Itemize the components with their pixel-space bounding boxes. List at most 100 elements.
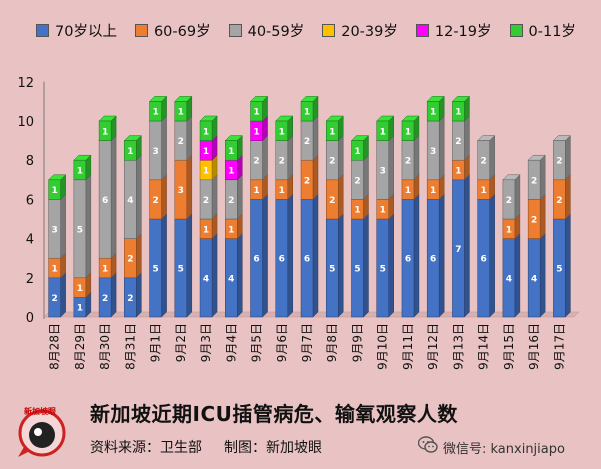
- data-label: 3: [380, 167, 386, 177]
- data-label: 2: [304, 137, 310, 147]
- wechat-id: 微信号: kanxinjiapo: [417, 436, 565, 458]
- data-label: 5: [380, 265, 386, 275]
- chart-source: 资料来源：卫生部 制图：新加坡眼: [90, 437, 322, 457]
- data-label: 7: [455, 245, 461, 255]
- data-label: 2: [405, 157, 411, 167]
- x-tick-label: 9月14日: [477, 323, 491, 370]
- data-label: 6: [253, 255, 259, 265]
- bar-side: [312, 193, 319, 318]
- bar-segment: [426, 101, 440, 122]
- data-label: 4: [531, 274, 537, 284]
- bar-side: [363, 154, 369, 201]
- legend-label: 70岁以上: [55, 24, 117, 40]
- x-tick-label: 9月2日: [174, 323, 188, 362]
- data-label: 6: [481, 255, 487, 265]
- bar-segment: [73, 159, 87, 181]
- data-label: 3: [178, 186, 184, 196]
- data-label: 2: [127, 294, 133, 304]
- data-label: 2: [253, 157, 259, 167]
- bar-side: [438, 193, 445, 318]
- x-tick-label: 8月29日: [73, 323, 87, 370]
- data-label: 2: [102, 294, 108, 304]
- data-label: 5: [178, 265, 184, 275]
- bar-side: [565, 213, 571, 318]
- legend-label: 0-11岁: [528, 24, 576, 40]
- bar-segment: [351, 140, 364, 161]
- data-label: 1: [455, 108, 461, 118]
- y-tick-label: 4: [26, 233, 34, 248]
- data-label: 1: [253, 108, 259, 118]
- bar-side: [489, 193, 495, 318]
- legend-swatch: [228, 24, 242, 37]
- bar-segment: [527, 159, 541, 200]
- data-label: 1: [405, 186, 411, 196]
- legend-swatch: [415, 24, 429, 37]
- data-label: 1: [228, 147, 234, 157]
- bar-side: [464, 115, 470, 161]
- legend-item-0: 70岁以上: [36, 20, 117, 41]
- bar-segment: [199, 120, 213, 141]
- data-label: 5: [77, 225, 83, 235]
- legend-label: 12-19岁: [434, 24, 492, 40]
- x-tick-label: 9月7日: [300, 323, 314, 362]
- bar-segment: [401, 120, 415, 141]
- data-label: 2: [556, 196, 562, 206]
- bar-side: [363, 213, 369, 318]
- bar-side: [539, 154, 546, 201]
- x-tick-label: 9月11日: [401, 323, 415, 370]
- bar-side: [237, 174, 243, 220]
- data-label: 5: [329, 265, 335, 275]
- data-label: 1: [102, 127, 108, 137]
- bar-segment: [149, 101, 162, 122]
- data-label: 1: [279, 186, 285, 196]
- bar-side: [312, 115, 319, 161]
- data-label: 1: [455, 167, 461, 177]
- bar-side: [287, 134, 294, 181]
- bar-segment: [124, 140, 137, 161]
- data-label: 1: [77, 304, 83, 314]
- x-tick-label: 8月28日: [48, 323, 62, 370]
- y-tick-label: 10: [17, 115, 34, 130]
- bar-side: [161, 174, 167, 220]
- legend-swatch: [36, 24, 49, 37]
- data-label: 4: [203, 274, 209, 284]
- bar-segment: [250, 101, 263, 122]
- x-tick-label: 9月9日: [350, 323, 364, 362]
- legend-label: 40-59岁: [247, 24, 305, 40]
- legend-item-3: 20-39岁: [322, 20, 398, 41]
- bar-side: [388, 134, 394, 201]
- data-label: 1: [203, 167, 209, 177]
- bar-segment: [502, 179, 516, 220]
- data-label: 1: [304, 108, 310, 118]
- bar-side: [489, 134, 495, 181]
- data-label: 1: [430, 108, 436, 118]
- bar-side: [262, 134, 268, 181]
- data-label: 1: [203, 225, 209, 235]
- data-label: 5: [556, 265, 562, 275]
- chart-title: 新加坡近期ICU插管病危、输氧观察人数: [90, 402, 458, 426]
- data-label: 1: [354, 147, 360, 157]
- data-label: 2: [178, 137, 184, 147]
- bar-side: [539, 193, 546, 240]
- x-tick-label: 9月10日: [376, 323, 390, 370]
- bar-side: [413, 134, 420, 181]
- bar-side: [136, 154, 142, 240]
- bar-side: [565, 134, 571, 181]
- bar-side: [337, 213, 344, 318]
- bar-side: [539, 232, 546, 318]
- bar-segment: [98, 120, 112, 141]
- x-tick-label: 9月17日: [552, 323, 566, 370]
- bar-segment: [174, 101, 188, 122]
- wechat-icon: [417, 436, 438, 458]
- data-label: 1: [329, 127, 335, 137]
- sgeye-logo-icon: 新加坡眼: [14, 403, 70, 459]
- maker-label: 制图：新加坡眼: [224, 440, 322, 456]
- data-label: 3: [152, 147, 158, 157]
- bar-side: [237, 232, 243, 318]
- data-label: 1: [380, 206, 386, 216]
- bar-side: [186, 213, 193, 318]
- data-label: 2: [152, 196, 158, 206]
- data-label: 1: [506, 225, 512, 235]
- legend-swatch: [134, 24, 148, 37]
- x-tick-label: 9月1日: [149, 323, 163, 362]
